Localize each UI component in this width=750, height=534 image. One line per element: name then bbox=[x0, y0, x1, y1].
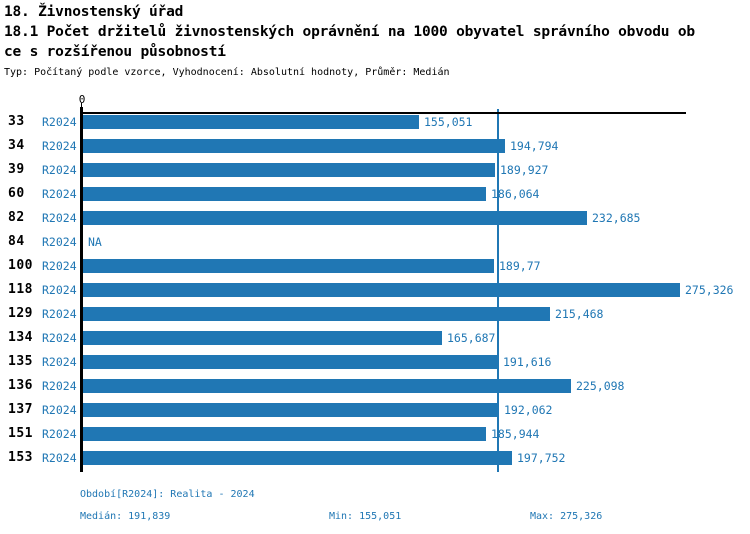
row-period-label: R2024 bbox=[42, 115, 77, 129]
row-period-label: R2024 bbox=[42, 451, 77, 465]
row-bar[interactable] bbox=[83, 427, 486, 441]
row-bar[interactable] bbox=[83, 115, 419, 129]
chart-row: 60 R2024 186,064 bbox=[0, 187, 750, 201]
row-period-label: R2024 bbox=[42, 331, 77, 345]
row-bar[interactable] bbox=[83, 259, 494, 273]
row-category-label: 100 bbox=[8, 258, 33, 273]
row-category-label: 34 bbox=[8, 138, 25, 153]
chart-row: 134 R2024 165,687 bbox=[0, 331, 750, 345]
row-period-label: R2024 bbox=[42, 379, 77, 393]
row-category-label: 134 bbox=[8, 330, 33, 345]
row-period-label: R2024 bbox=[42, 235, 77, 249]
chart-subtitle-line-1: 18.1 Počet držitelů živnostenských opráv… bbox=[4, 24, 695, 40]
row-period-label: R2024 bbox=[42, 403, 77, 417]
row-category-label: 153 bbox=[8, 450, 33, 465]
footer-min: Min: 155,051 bbox=[329, 511, 402, 522]
row-bar[interactable] bbox=[83, 355, 498, 369]
row-value-label: 194,794 bbox=[510, 139, 559, 153]
x-axis-line bbox=[80, 112, 686, 114]
row-category-label: 33 bbox=[8, 114, 25, 129]
row-category-label: 151 bbox=[8, 426, 33, 441]
row-period-label: R2024 bbox=[42, 211, 77, 225]
row-value-label: 186,064 bbox=[491, 187, 540, 201]
row-period-label: R2024 bbox=[42, 283, 77, 297]
row-category-label: 136 bbox=[8, 378, 33, 393]
chart-row: 129 R2024 215,468 bbox=[0, 307, 750, 321]
x-axis-zero-label: 0 bbox=[78, 93, 86, 106]
row-bar[interactable] bbox=[83, 451, 512, 465]
footer-period: Období[R2024]: Realita - 2024 bbox=[80, 489, 255, 500]
chart-row: 137 R2024 192,062 bbox=[0, 403, 750, 417]
row-value-label: 191,616 bbox=[503, 355, 552, 369]
row-value-label: 232,685 bbox=[592, 211, 641, 225]
row-period-label: R2024 bbox=[42, 163, 77, 177]
chart-subtitle-line-2: ce s rozšířenou působností bbox=[4, 44, 226, 60]
chart-row: 135 R2024 191,616 bbox=[0, 355, 750, 369]
row-bar[interactable] bbox=[83, 307, 550, 321]
row-value-label: 189,927 bbox=[500, 163, 549, 177]
row-category-label: 60 bbox=[8, 186, 25, 201]
row-value-label: 155,051 bbox=[424, 115, 473, 129]
row-bar[interactable] bbox=[83, 283, 680, 297]
chart-row: 84 R2024 NA bbox=[0, 234, 750, 250]
row-category-label: 135 bbox=[8, 354, 33, 369]
row-bar[interactable] bbox=[83, 403, 499, 417]
chart-row: 151 R2024 185,944 bbox=[0, 427, 750, 441]
row-period-label: R2024 bbox=[42, 139, 77, 153]
row-category-label: 137 bbox=[8, 402, 33, 417]
row-bar[interactable] bbox=[83, 163, 495, 177]
report-header: 18. Živnostenský úřad 18.1 Počet držitel… bbox=[4, 2, 695, 79]
footer-median: Medián: 191,839 bbox=[80, 511, 171, 522]
page-title: 18. Živnostenský úřad bbox=[4, 4, 184, 20]
row-bar[interactable] bbox=[83, 187, 486, 201]
chart-row: 33 R2024 155,051 bbox=[0, 115, 750, 129]
y-axis-line bbox=[80, 107, 83, 472]
row-category-label: 84 bbox=[8, 234, 25, 249]
row-bar[interactable] bbox=[83, 139, 505, 153]
chart-row: 136 R2024 225,098 bbox=[0, 379, 750, 393]
row-bar[interactable] bbox=[83, 331, 442, 345]
row-bar[interactable] bbox=[83, 379, 571, 393]
chart-row: 39 R2024 189,927 bbox=[0, 163, 750, 177]
row-bar[interactable] bbox=[83, 211, 587, 225]
row-value-label: 192,062 bbox=[504, 403, 553, 417]
footer-max: Max: 275,326 bbox=[530, 511, 603, 522]
row-period-label: R2024 bbox=[42, 187, 77, 201]
chart-row: 34 R2024 194,794 bbox=[0, 139, 750, 153]
chart-row: 82 R2024 232,685 bbox=[0, 211, 750, 225]
row-value-label: NA bbox=[88, 235, 102, 249]
row-value-label: 215,468 bbox=[555, 307, 604, 321]
row-category-label: 129 bbox=[8, 306, 33, 321]
row-value-label: 189,77 bbox=[499, 259, 541, 273]
row-value-label: 225,098 bbox=[576, 379, 625, 393]
row-value-label: 185,944 bbox=[491, 427, 540, 441]
row-value-label: 275,326 bbox=[685, 283, 734, 297]
row-category-label: 82 bbox=[8, 210, 25, 225]
chart-row: 118 R2024 275,326 bbox=[0, 283, 750, 297]
row-category-label: 39 bbox=[8, 162, 25, 177]
row-value-label: 197,752 bbox=[517, 451, 566, 465]
row-period-label: R2024 bbox=[42, 307, 77, 321]
row-period-label: R2024 bbox=[42, 259, 77, 273]
row-period-label: R2024 bbox=[42, 355, 77, 369]
row-value-label: 165,687 bbox=[447, 331, 496, 345]
row-period-label: R2024 bbox=[42, 427, 77, 441]
row-category-label: 118 bbox=[8, 282, 33, 297]
chart-meta: Typ: Počítaný podle vzorce, Vyhodnocení:… bbox=[4, 67, 450, 78]
chart-row: 100 R2024 189,77 bbox=[0, 259, 750, 273]
chart-row: 153 R2024 197,752 bbox=[0, 451, 750, 465]
